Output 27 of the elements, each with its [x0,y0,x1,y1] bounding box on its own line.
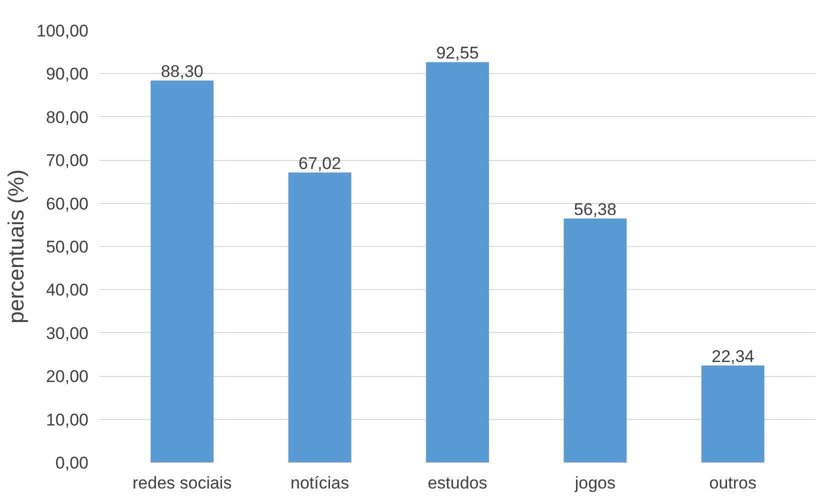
y-tick-label: 30,00 [46,324,89,343]
data-label: 22,34 [712,346,754,366]
y-tick-label: 100,00 [36,22,89,40]
y-tick-label: 60,00 [46,194,89,214]
y-tick-label: 40,00 [46,280,89,300]
y-tick-label: 20,00 [46,367,89,386]
x-tick-label: jogos [574,474,616,492]
x-tick-label: redes sociais [132,474,232,492]
y-tick-label: 50,00 [46,238,89,256]
x-tick-label: estudos [428,474,488,492]
bar [564,218,627,462]
y-tick-label: 80,00 [46,108,89,127]
data-label: 88,30 [160,62,204,82]
x-tick-label: notícias [290,474,350,492]
y-tick-label: 0,00 [55,454,89,472]
data-label: 56,38 [574,200,616,219]
y-tick-label: 90,00 [46,64,89,84]
bar [701,365,764,462]
bar [288,172,352,462]
x-tick-label: outros [709,474,757,492]
y-axis-title: percentuais (%) [4,169,29,324]
bar [426,62,489,462]
data-label: 67,02 [298,154,342,173]
y-tick-label: 10,00 [46,410,89,430]
data-label: 92,55 [436,44,479,63]
bar [150,80,214,462]
y-tick-label: 70,00 [46,151,89,170]
